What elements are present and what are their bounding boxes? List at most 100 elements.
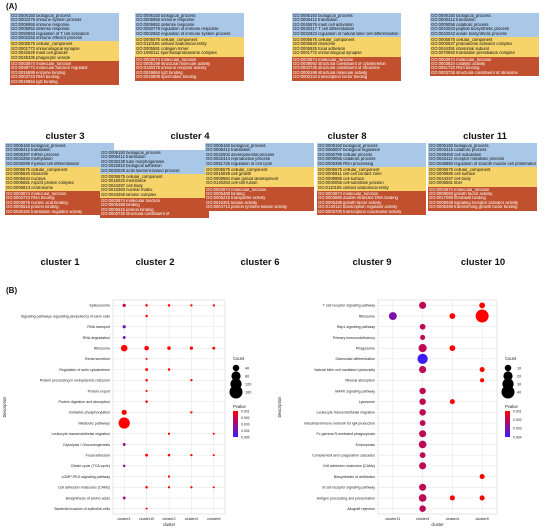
legend-pvalue-tick: 0.004 [241, 429, 250, 433]
data-point [419, 483, 427, 491]
legend-pvalue-tick: 0.002 [241, 416, 250, 420]
go-term: GO:0043043 amide biosynthetic process [431, 31, 507, 36]
go-box-cluster-6: GO:0006150 biological_process GO:0006412 … [205, 143, 314, 211]
data-point [212, 304, 215, 307]
x-axis-title: cluster [163, 522, 176, 527]
data-point [122, 496, 126, 500]
go-term: GO:0009986 cell surface [429, 172, 476, 177]
go-term: GO:0003674 molecular function [101, 199, 161, 204]
plot-area [377, 299, 498, 515]
cellular-component-section: GO:0005575 cellular_component GO:0005840 … [292, 37, 401, 57]
data-point [145, 507, 148, 510]
data-point [167, 368, 171, 371]
go-term: GO:0006952 defense response [136, 22, 195, 27]
x-axis-title: cluster [431, 522, 444, 527]
go-box-cluster-4: GO:0006150 biological_process GO:0006955 … [135, 13, 244, 81]
data-point [145, 485, 148, 489]
data-point [190, 304, 193, 307]
y-tick-label: Citrate cycle (TCA cycle) [71, 464, 110, 468]
y-tick-label: Oxidative phosphorylation [69, 411, 110, 415]
go-box-cluster-11: GO:0006150 biological_process GO:0006412 … [430, 13, 539, 77]
go-term: GO:0003735 structural constituent of [101, 212, 170, 217]
go-term: GO:0003690 double-stranded DNA binding [318, 196, 398, 201]
go-term: GO:0006952 defense response [11, 27, 70, 32]
y-tick-label: Phagosome [356, 346, 375, 350]
go-term: GO:0009986 cell surface [318, 176, 365, 181]
data-point [418, 494, 427, 502]
go-term: GO:0005215 transporter activity [206, 196, 266, 201]
legend-count-title: Count [233, 356, 245, 361]
go-term: GO:0008092 structural constituent of cyt… [293, 62, 386, 67]
y-tick-label: Glycolysis / Gluconeogenesis [63, 443, 110, 447]
y-tick-label: Bacterial invasion of epithelial cells [54, 507, 110, 511]
y-tick-label: Mineral absorption [345, 379, 375, 383]
go-term: GO:0000537 proteasome activator complex [431, 42, 513, 47]
data-point [118, 417, 130, 429]
y-tick-label: Intestinal immune network for IgA produc… [304, 421, 375, 425]
data-point [122, 325, 126, 329]
data-point [479, 474, 485, 480]
legend-count-label: 160 [245, 390, 251, 394]
data-point [167, 475, 171, 478]
data-point [212, 432, 215, 435]
go-term: GO:0030217 T cell differentiation [293, 27, 355, 32]
data-point [479, 495, 485, 501]
go-term: GO:0005575 cellular_component [293, 38, 355, 43]
go-term: GO:0003674 molecular_function [318, 192, 379, 197]
y-tick-label: Renal secretion [85, 357, 110, 361]
go-term: GO:0005488 binding [206, 192, 245, 197]
biological-process-section: GO:0006150 biological_process GO:0006412 … [292, 13, 401, 38]
x-tick-label: cluster4 [446, 517, 459, 521]
go-term: GO:0002376 immune system process [11, 18, 82, 23]
cluster-title: cluster 1 [40, 257, 80, 268]
cluster-title: cluster 6 [240, 257, 280, 268]
go-term: GO:0140253 cell-cell fusion [206, 181, 258, 186]
go-term: GO:0045576 mast cell activation [293, 22, 354, 27]
cellular-component-section: GO:0005575 cellular_component GO:0016049 … [205, 167, 314, 187]
go-term: GO:0005840 ribosome [293, 42, 336, 47]
y-tick-label: RNA degradation [83, 336, 110, 340]
legend-count-label: 40 [245, 366, 249, 370]
go-term: GO:0006150 biological_process [11, 14, 71, 18]
go-term: GO:0016363 nuclear matrix [101, 188, 153, 193]
legend-count-label: 20 [517, 374, 521, 378]
go-term: GO:0003676 nucleic acid binding [6, 200, 68, 205]
go-term: GO:0043256 laminin complex [101, 192, 157, 197]
biological-process-section: GO:0006150 biological_process GO:0065007 … [317, 143, 426, 168]
cluster-title: cluster 10 [460, 257, 506, 268]
data-point [419, 301, 427, 309]
go-term: GO:0051723 RNA binding [431, 66, 480, 71]
cellular-component-section: GO:0005575 cellular_component GO:0016020 … [100, 174, 209, 199]
x-tick-label: cluster2 [162, 517, 175, 521]
data-point [419, 387, 426, 395]
go-box-cluster-1: GO:0006150 biological_process GO:0006412 … [5, 143, 114, 216]
molecular-function-section: GO:0003674 molecular_function GO:0008083 … [428, 186, 537, 211]
data-point [145, 400, 148, 403]
y-tick-label: Protein export [88, 389, 110, 393]
data-point [145, 304, 148, 307]
y-tick-label: Focal adhesion [86, 453, 110, 457]
go-term: GO:0005925 focal adhesion [293, 46, 346, 51]
legend-pvalue-tick: 0.004 [513, 435, 522, 439]
data-point [120, 344, 128, 352]
go-term: GO:0003674 molecular_function [11, 62, 72, 67]
data-point [122, 303, 126, 307]
go-term: GO:0001772 immunological synapse [11, 46, 80, 51]
y-tick-label: Regulation of actin cytoskeleton [59, 368, 110, 372]
y-tick-label: cGMP-PKG signaling pathway [62, 475, 111, 479]
data-point [419, 462, 427, 470]
y-tick-label: Cell adhesion molecules (CAMs) [58, 486, 110, 490]
go-term: GO:0048468 cell maturation [429, 152, 482, 157]
go-term: GO:0005575 cellular_component [318, 168, 380, 173]
go-term: GO:0005681 Arp2/3 protein complex [6, 181, 74, 186]
go-term: GO:0008083 growth factor activity [429, 192, 493, 197]
y-tick-label: Signaling pathways regulating pluripoten… [21, 314, 110, 318]
data-point [122, 442, 126, 446]
y-tick-label: Cell adhesion molecules (CAMs) [323, 464, 375, 468]
go-box-cluster-10: GO:0006150 biological_process GO:0003315 … [428, 143, 537, 211]
data-point [419, 430, 427, 438]
data-point [145, 453, 149, 457]
go-term: GO:0006412 translation [206, 148, 251, 153]
legend-count-label: 30 [517, 382, 521, 386]
go-term: GO:0006412 translation [6, 148, 51, 153]
